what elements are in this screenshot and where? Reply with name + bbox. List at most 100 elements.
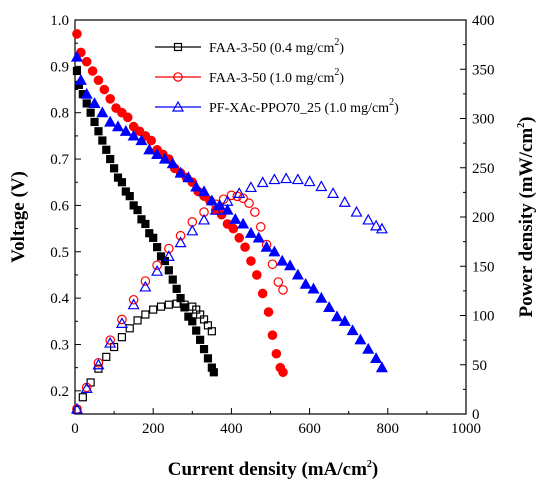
voltage-point: [190, 180, 203, 192]
power-point: [362, 213, 375, 225]
voltage-point: [172, 284, 181, 293]
voltage-point: [104, 115, 117, 127]
y2-axis-title: Power density (mW/cm2): [516, 117, 537, 318]
voltage-point: [102, 145, 111, 154]
voltage-point: [146, 135, 157, 146]
power-point: [175, 230, 186, 241]
voltage-point: [125, 192, 134, 201]
power-point: [315, 180, 328, 192]
voltage-point: [81, 56, 92, 67]
power-point: [207, 327, 216, 336]
voltage-point: [149, 233, 158, 242]
voltage-point: [70, 50, 83, 62]
voltage-point: [90, 117, 99, 127]
power-point: [115, 317, 128, 328]
voltage-point: [209, 368, 218, 377]
voltage-point: [375, 361, 388, 373]
legend-item: FAA-3-50 (0.4 mg/cm2): [155, 37, 344, 56]
legend-item: PF-XAc-PPO70_25 (1.0 mg/cm2): [155, 97, 399, 116]
x-tick-label: 0: [71, 421, 79, 437]
voltage-point: [87, 66, 98, 76]
voltage-point: [330, 310, 343, 322]
voltage-point: [72, 66, 82, 76]
voltage-point: [86, 108, 95, 117]
power-point: [186, 224, 199, 236]
power-point: [127, 298, 140, 310]
voltage-point: [362, 342, 375, 354]
power-point: [92, 358, 105, 370]
y2-tick-label: 300: [472, 112, 495, 128]
voltage-point: [267, 330, 278, 340]
y-tick-label: 0.5: [50, 245, 69, 261]
power-point: [105, 335, 115, 345]
power-point: [128, 294, 139, 305]
voltage-point: [96, 106, 109, 118]
voltage-point: [99, 84, 110, 95]
voltage-point: [117, 178, 127, 187]
series-layer: [70, 29, 388, 415]
power-point: [164, 300, 173, 309]
voltage-point: [252, 231, 265, 243]
y-tick-label: 0.9: [50, 59, 69, 75]
voltage-point: [88, 97, 101, 109]
power-point: [199, 207, 209, 217]
voltage-point: [276, 254, 289, 266]
power-point: [152, 260, 162, 271]
voltage-point: [229, 213, 242, 224]
voltage-point: [237, 217, 250, 229]
legend-marker: [171, 100, 185, 112]
power-point: [338, 195, 351, 207]
y-tick-label: 0.3: [50, 337, 69, 353]
power-point: [267, 259, 278, 270]
voltage-point: [291, 268, 304, 280]
power-point: [164, 243, 174, 254]
voltage-point: [176, 294, 185, 303]
voltage-point: [109, 164, 119, 173]
power-point: [141, 310, 150, 319]
y2-tick-label: 100: [472, 309, 495, 325]
voltage-point: [98, 136, 107, 145]
voltage-point: [94, 127, 103, 136]
voltage-point: [257, 288, 268, 299]
power-point: [78, 393, 87, 402]
voltage-point: [135, 134, 148, 146]
y-tick-label: 0.6: [50, 198, 69, 214]
power-point: [370, 219, 383, 231]
y2-tick-label: 0: [472, 407, 480, 423]
voltage-point: [141, 219, 150, 229]
x-tick-label: 200: [142, 421, 165, 437]
voltage-point: [168, 275, 177, 284]
power-point: [174, 236, 187, 248]
voltage-point: [93, 75, 104, 86]
legend-marker: [173, 42, 183, 52]
power-point: [238, 193, 248, 204]
voltage-point: [323, 301, 336, 312]
voltage-point: [182, 171, 195, 183]
power-point: [117, 314, 127, 325]
legend-marker: [173, 72, 183, 82]
power-point: [233, 187, 246, 198]
voltage-point: [271, 348, 282, 359]
series-3: [70, 50, 388, 414]
voltage-point: [180, 303, 189, 312]
y-tick-label: 0.7: [50, 152, 69, 168]
voltage-point: [263, 307, 274, 317]
voltage-point: [221, 203, 234, 215]
voltage-point: [278, 367, 288, 378]
y-axis-ticks: 0.2 0.3 0.4 0.5 0.6 0.7 0.8 0.9 1.0: [50, 13, 81, 400]
x-tick-label: 800: [377, 421, 400, 437]
power-point: [244, 181, 257, 193]
power-point: [250, 207, 260, 217]
power-point: [117, 333, 127, 342]
voltage-point: [153, 243, 162, 252]
power-point: [280, 172, 293, 184]
legend-label: FAA-3-50 (0.4 mg/cm2): [209, 37, 344, 56]
series-2: [72, 29, 288, 414]
power-point: [149, 305, 158, 314]
voltage-point: [164, 266, 173, 275]
voltage-point: [244, 226, 257, 238]
voltage-point: [196, 335, 205, 344]
voltage-point: [370, 352, 383, 363]
voltage-point: [268, 245, 281, 257]
